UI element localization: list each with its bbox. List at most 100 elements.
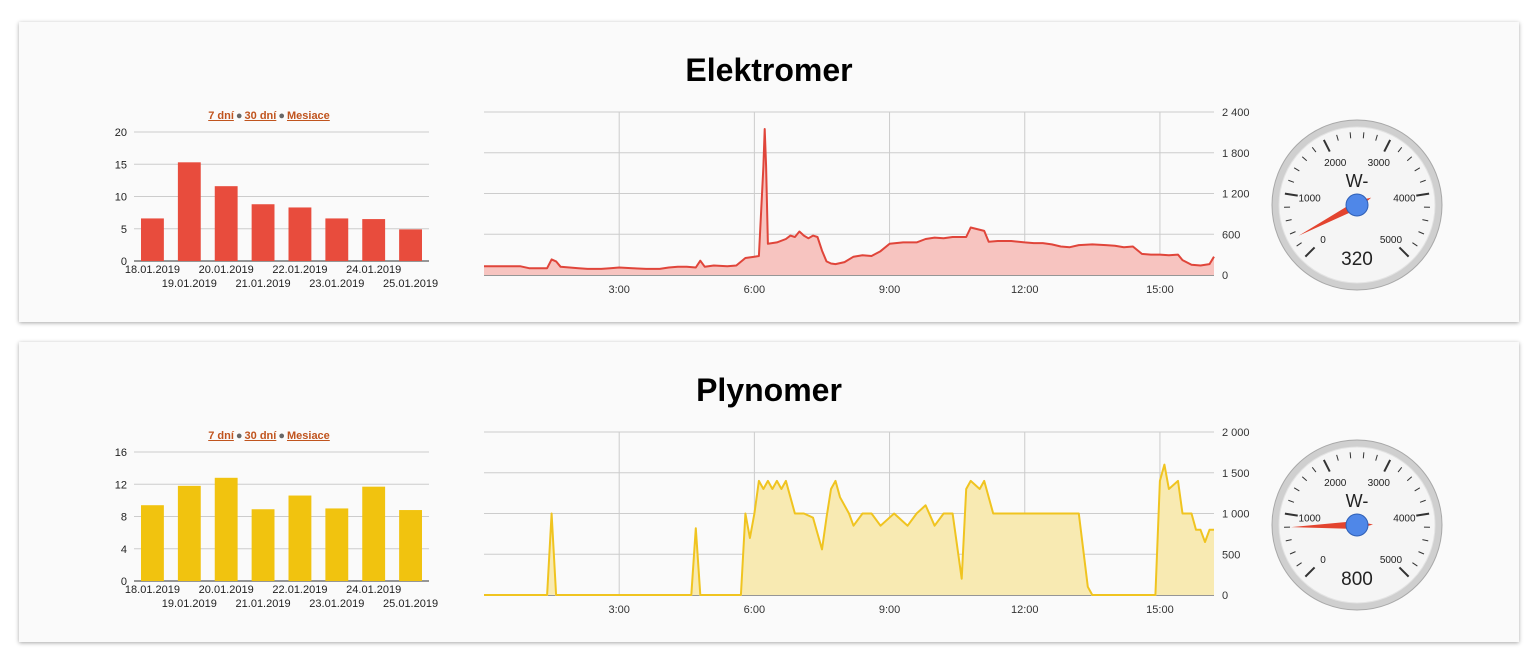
bar	[214, 477, 238, 581]
range-link-months[interactable]: Mesiace	[286, 110, 330, 122]
separator-dot: ●	[235, 430, 243, 442]
gauge-minor-tick	[1289, 231, 1296, 235]
gauge-minor-tick	[1285, 219, 1292, 222]
gauge-tick-label: 0	[1320, 555, 1326, 566]
gauge-minor-tick	[1293, 167, 1300, 172]
daily-consumption-bar-chart: 0 5 10 15 20 18.01.2019 19.01.2019 20.01.2019 21…	[115, 127, 438, 290]
x-tick-label: 6:00	[744, 604, 765, 616]
bar	[362, 486, 386, 581]
gauge-minor-tick	[1406, 476, 1413, 482]
range-link-7-days[interactable]: 7 dní	[208, 110, 234, 122]
y-tick-label: 500	[1222, 549, 1240, 561]
gauge-minor-tick	[1289, 551, 1296, 555]
series-line	[484, 463, 1214, 596]
y-tick-label: 16	[115, 447, 127, 459]
gauge-hub	[1345, 193, 1369, 217]
range-link-7-days[interactable]: 7 dní	[208, 430, 234, 442]
y-tick-label: 1 500	[1222, 468, 1250, 480]
gauge-tick-label: 0	[1320, 235, 1326, 246]
gauge-major-tick	[1284, 192, 1298, 197]
bar	[141, 218, 164, 261]
x-tick-label: 19.01.2019	[162, 278, 217, 290]
gauge-minor-tick	[1336, 134, 1339, 141]
gauge-minor-tick	[1422, 219, 1429, 222]
gauge-tick-label: 2000	[1324, 478, 1347, 489]
range-links: 7 dní ● 30 dní ● Mesiace	[199, 430, 339, 442]
gauge-tick-label: 2000	[1324, 158, 1347, 169]
gauge-minor-tick	[1419, 179, 1426, 183]
gauge-minor-tick	[1301, 156, 1308, 162]
power-gauge: 0 1000 2000 3000 4000 5000 W- 800	[1271, 439, 1443, 611]
y-tick-label: 0	[121, 576, 127, 588]
y-tick-label: 2 000	[1222, 427, 1250, 439]
area-fill	[484, 464, 1214, 595]
gauge-minor-tick	[1336, 454, 1339, 461]
y-tick-label: 0	[1222, 270, 1228, 282]
x-tick-label: 18.01.2019	[125, 264, 180, 276]
y-tick-label: 1 800	[1222, 148, 1250, 160]
gauge-minor-tick	[1293, 487, 1300, 492]
gauge-minor-tick	[1412, 242, 1418, 247]
x-tick-label: 25.01.2019	[383, 278, 438, 290]
bar	[251, 204, 275, 261]
y-tick-label: 0	[1222, 590, 1228, 602]
x-tick-label: 22.01.2019	[272, 584, 327, 596]
gauge-minor-tick	[1419, 499, 1426, 503]
y-tick-label: 15	[115, 159, 127, 171]
gauge-minor-tick	[1362, 132, 1365, 139]
gauge-tick-label: 4000	[1393, 513, 1416, 524]
x-tick-label: 22.01.2019	[272, 264, 327, 276]
x-tick-label: 19.01.2019	[162, 598, 217, 610]
separator-dot: ●	[278, 430, 285, 442]
bar	[177, 162, 201, 261]
range-link-months[interactable]: Mesiace	[286, 430, 330, 442]
gauge-minor-tick	[1296, 242, 1302, 247]
bar	[325, 218, 349, 261]
x-tick-label: 24.01.2019	[346, 584, 401, 596]
gauge-unit-label: W-	[1346, 171, 1369, 191]
series-line	[484, 128, 1215, 270]
today-area-chart: 0 500 1 000 1 500 2 000 3:00 6:00 9:00 12:00 15:0…	[484, 427, 1250, 616]
x-tick-label: 23.01.2019	[309, 278, 364, 290]
gauge-minor-tick	[1288, 179, 1295, 183]
y-tick-label: 600	[1222, 229, 1240, 241]
gauge-major-tick	[1416, 512, 1430, 517]
bar	[141, 505, 164, 581]
x-tick-label: 9:00	[879, 284, 900, 296]
gauge-tick-label: 3000	[1368, 158, 1391, 169]
gauge-major-tick	[1304, 566, 1316, 578]
gauge-minor-tick	[1311, 467, 1317, 473]
range-link-30-days[interactable]: 30 dní	[244, 430, 277, 442]
gauge-minor-tick	[1397, 147, 1403, 153]
gauge-minor-tick	[1412, 562, 1418, 567]
daily-consumption-bar-chart: 0 4 8 12 16 18.01.2019 19.01.2019 20.01.2019 21.…	[115, 447, 438, 610]
y-tick-label: 0	[121, 256, 127, 268]
gauge-tick-label: 4000	[1393, 193, 1416, 204]
plynomer-panel: Plynomer 7 dní ● 30 dní ● Mesiace 0 4 8 12 16 18.…	[19, 342, 1519, 642]
y-tick-label: 1 000	[1222, 509, 1250, 521]
x-tick-label: 20.01.2019	[199, 584, 254, 596]
bar	[399, 229, 422, 261]
gauge-minor-tick	[1397, 467, 1403, 473]
gauge-tick-label: 1000	[1298, 193, 1321, 204]
x-tick-label: 24.01.2019	[346, 264, 401, 276]
gauge-minor-tick	[1349, 452, 1352, 459]
gauge-unit-label: W-	[1346, 491, 1369, 511]
range-link-30-days[interactable]: 30 dní	[244, 110, 277, 122]
y-tick-label: 8	[121, 512, 127, 524]
gauge-value-label: 800	[1341, 569, 1373, 590]
gauge-minor-tick	[1375, 134, 1378, 141]
separator-dot: ●	[235, 110, 243, 122]
x-tick-label: 25.01.2019	[383, 598, 438, 610]
gauge-minor-tick	[1296, 562, 1302, 567]
bar	[177, 485, 201, 581]
gauge-tick-label: 1000	[1298, 513, 1321, 524]
x-tick-label: 3:00	[608, 604, 629, 616]
gauge-minor-tick	[1375, 454, 1378, 461]
x-tick-label: 18.01.2019	[125, 584, 180, 596]
gauge-minor-tick	[1311, 147, 1317, 153]
gauge-major-tick	[1398, 246, 1410, 258]
gauge-minor-tick	[1362, 452, 1365, 459]
gauge-major-tick	[1383, 459, 1392, 472]
panel-title: Elektromer	[685, 52, 853, 88]
